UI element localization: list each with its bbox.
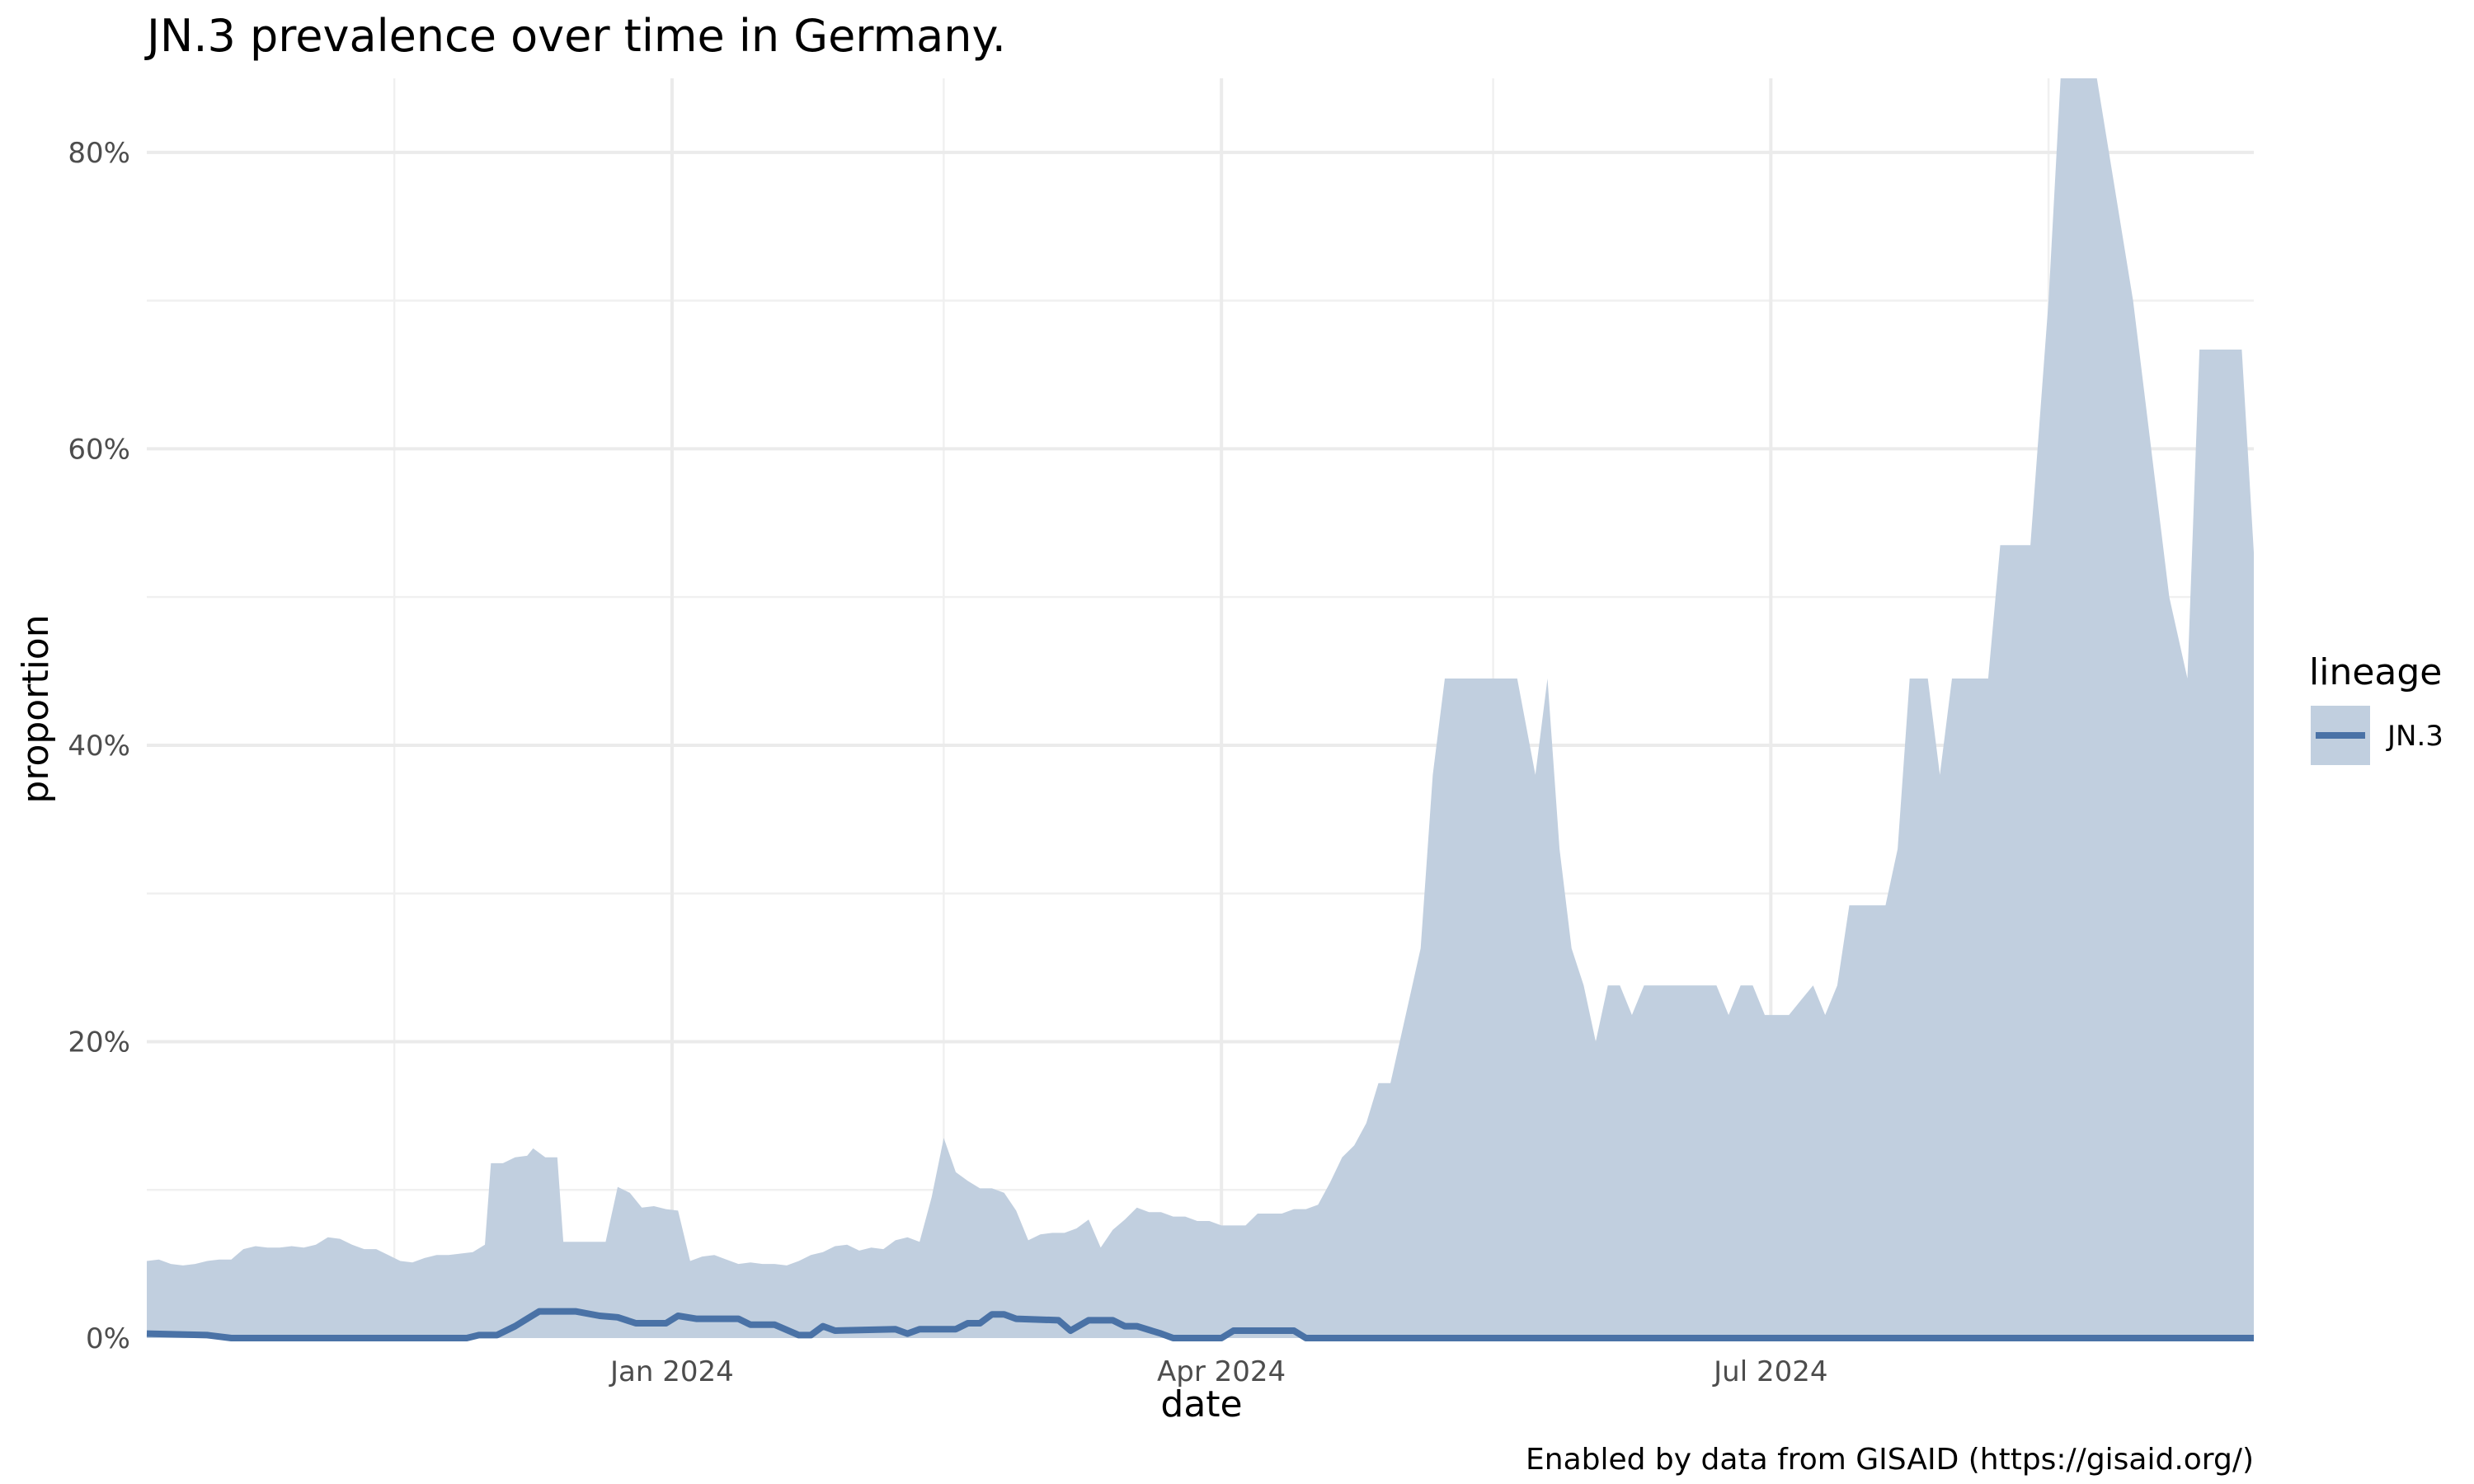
- confidence-ribbon-jn3: [147, 78, 2254, 1338]
- chart-title: JN.3 prevalence over time in Germany.: [144, 10, 1006, 62]
- line-layer: [146, 1308, 2254, 1341]
- tick-layer: 0% 20% 40% 60% 80% Jan 2024 Apr 2024 Jul 2024: [68, 137, 1827, 1388]
- grid-layer: [147, 78, 2254, 1338]
- ribbon-layer: [147, 78, 2254, 1338]
- x-tick-label: Jan 2024: [609, 1355, 734, 1388]
- y-tick-label: 60%: [68, 433, 130, 466]
- legend: lineage JN.3: [2309, 651, 2443, 765]
- y-tick-label: 80%: [68, 137, 130, 170]
- legend-label: JN.3: [2386, 720, 2443, 753]
- series-line-jn3: [146, 1308, 2254, 1341]
- legend-title: lineage: [2309, 651, 2442, 693]
- y-tick-label: 0%: [86, 1322, 130, 1355]
- x-axis-title: date: [1160, 1383, 1242, 1425]
- x-tick-label: Apr 2024: [1157, 1355, 1286, 1388]
- x-tick-label: Jul 2024: [1712, 1355, 1827, 1388]
- y-axis-title: proportion: [15, 614, 57, 803]
- caption: Enabled by data from GISAID (https://gis…: [1526, 1443, 2254, 1477]
- y-tick-label: 20%: [68, 1026, 130, 1059]
- y-tick-label: 40%: [68, 730, 130, 763]
